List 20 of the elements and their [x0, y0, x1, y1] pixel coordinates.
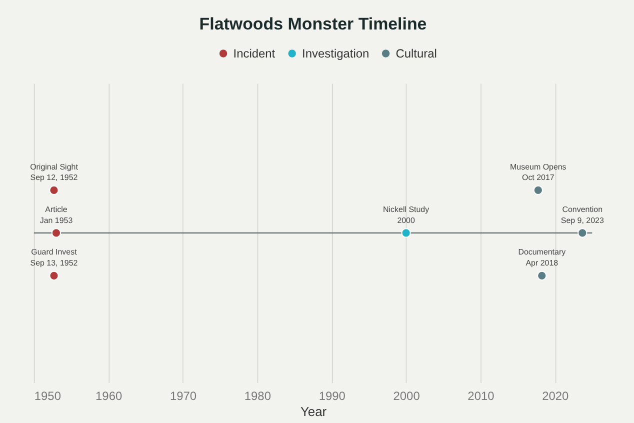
legend-label: Cultural [396, 46, 437, 60]
annotation: Convention Sep 9, 2023 [560, 205, 604, 225]
x-tick-label: 1990 [318, 388, 346, 403]
annotation: Original Sight Sep 12, 1952 [30, 162, 79, 182]
x-tick-label: 1960 [96, 388, 122, 403]
annotation: Museum Opens Oct 2017 [510, 162, 566, 182]
x-tick-label: 1950 [34, 388, 62, 403]
x-axis-title: Year [300, 404, 328, 419]
annotation: Guard Invest Sep 13, 1952 [30, 248, 78, 268]
annotation: Documentary Apr 2018 [518, 248, 566, 268]
x-tick-label: 1970 [170, 388, 197, 403]
x-tick-label: 2020 [542, 388, 570, 403]
annotation: Article Jan 1953 [40, 205, 74, 225]
x-tick-label: 2000 [393, 388, 420, 403]
x-tick-label: 1980 [244, 388, 272, 403]
x-tick-label: 2010 [468, 388, 495, 403]
legend-label: Incident [233, 46, 276, 60]
legend-label: Investigation [302, 46, 370, 60]
chart-title: Flatwoods Monster Timeline [199, 14, 427, 34]
annotation: Nickell Study 2000 [383, 205, 430, 225]
